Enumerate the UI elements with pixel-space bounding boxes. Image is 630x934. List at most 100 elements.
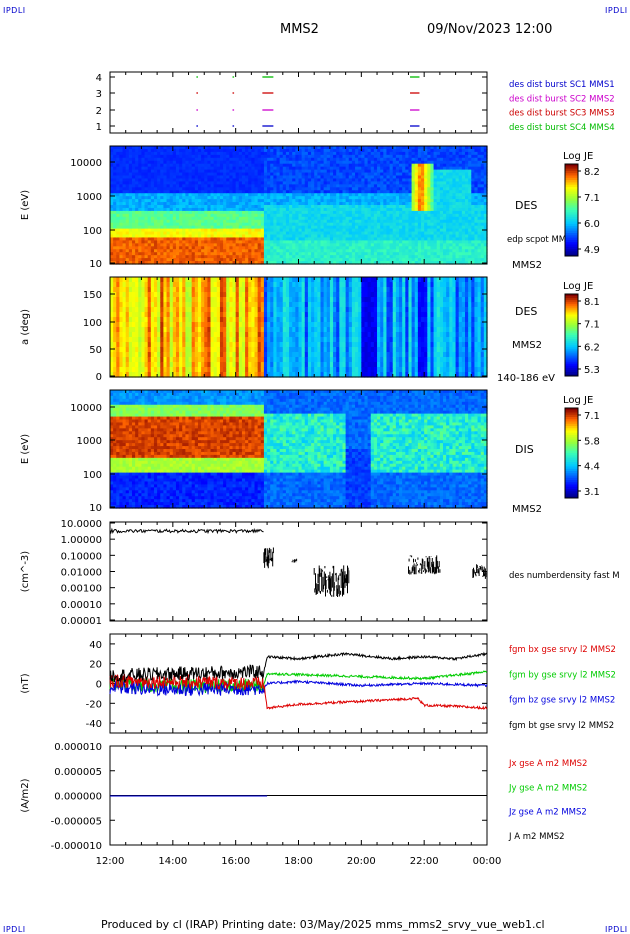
burst-legend-entry: des dist burst SC2 MMS2 xyxy=(509,94,615,104)
x-tick-label: 18:00 xyxy=(284,856,313,867)
density-y-tick-label: 10.0000 xyxy=(61,519,102,530)
burst-legend-entry: des dist burst SC4 MMS4 xyxy=(509,123,615,133)
des-energy-sc-label: MMS2 xyxy=(512,260,542,271)
des-pitch-y-axis-label: a (deg) xyxy=(20,309,31,345)
current-y-tick-label: -0.000010 xyxy=(51,841,102,852)
burst-y-tick-label: 2 xyxy=(96,106,102,117)
current-y-tick-label: 0.000000 xyxy=(54,792,102,803)
des-pitch-colorbar-frame xyxy=(564,293,579,377)
des-energy-y-tick-label: 10000 xyxy=(70,158,102,169)
page-title: MMS2 xyxy=(280,22,319,37)
dis-energy-colorbar-tick-label: 7.1 xyxy=(584,411,600,422)
des-pitch-side-note: MMS2 xyxy=(512,340,542,351)
density-y-tick-label: 0.00100 xyxy=(61,584,102,595)
current-legend-entry: Jx gse A m2 MMS2 xyxy=(508,759,587,769)
magnetic-field-legend-entry: fgm by gse srvy l2 MMS2 xyxy=(509,670,616,680)
des-pitch-cells xyxy=(110,277,488,378)
magnetic-field-y-tick-label: 40 xyxy=(89,640,102,651)
magnetic-field-legend-entry: fgm bt gse srvy l2 MMS2 xyxy=(509,721,614,731)
current-legend-entry: Jz gse A m2 MMS2 xyxy=(508,808,587,818)
x-tick-label: 00:00 xyxy=(473,856,502,867)
des-pitch-colorbar-tick-label: 8.1 xyxy=(584,297,600,308)
dis-energy-colorbar-tick-label: 3.1 xyxy=(584,487,600,498)
des-pitch-colorbar xyxy=(565,294,578,377)
magnetic-field-y-tick-label: -40 xyxy=(86,719,102,730)
magnetic-field-legend-entry: fgm bz gse srvy l2 MMS2 xyxy=(509,696,615,706)
des-energy-colorbar-frame xyxy=(564,163,579,257)
page-footer: Produced by cl (IRAP) Printing date: 03/… xyxy=(101,918,545,931)
density-burst xyxy=(472,564,488,579)
x-tick-label: 14:00 xyxy=(158,856,187,867)
des-energy-cells xyxy=(110,146,488,265)
density-burst xyxy=(408,555,441,575)
magnetic-field-y-tick-label: 0 xyxy=(96,680,102,691)
density-y-tick-label: 0.01000 xyxy=(61,568,102,579)
burst-y-tick-label: 4 xyxy=(96,73,102,84)
des-pitch-y-tick-label: 100 xyxy=(83,318,102,329)
dis-energy-colorbar-title: Log JE xyxy=(563,395,593,406)
dis-energy-sc-label: MMS2 xyxy=(512,504,542,515)
burst-y-tick-label: 3 xyxy=(96,89,102,100)
dis-energy-y-tick-label: 1000 xyxy=(77,436,102,447)
magnetic-field-legend-entry: fgm bx gse srvy l2 MMS2 xyxy=(509,645,616,655)
magnetic-field-line xyxy=(109,651,488,684)
density-y-axis-label: (cm^-3) xyxy=(20,551,31,592)
des-energy-colorbar-title: Log JE xyxy=(563,151,593,162)
density-y-tick-label: 0.00010 xyxy=(61,600,102,611)
des-pitch-y-tick-label: 0 xyxy=(96,372,102,383)
density-line xyxy=(109,527,264,535)
density-burst xyxy=(291,558,298,563)
dis-energy-y-tick-label: 100 xyxy=(83,470,102,481)
des-energy-colorbar-tick-label: 6.0 xyxy=(584,219,600,230)
burst-legend-entry: des dist burst SC1 MMS1 xyxy=(509,80,615,90)
corner-label-bottom-left: IPDLI xyxy=(3,925,26,934)
des-pitch-y-tick-label: 50 xyxy=(89,345,102,356)
des-pitch-colorbar-tick-label: 7.1 xyxy=(584,320,600,331)
corner-label-bottom-right: IPDLI xyxy=(605,925,628,934)
des-energy-side-note: edp scpot MMS2 xyxy=(507,235,577,245)
page-datetime: 09/Nov/2023 12:00 xyxy=(427,22,553,37)
current-y-tick-label: 0.000005 xyxy=(54,767,102,778)
current-y-axis-label: (A/m2) xyxy=(20,778,31,812)
corner-label-top-right: IPDLI xyxy=(605,6,628,15)
magnetic-field-y-tick-label: 20 xyxy=(89,660,102,671)
des-pitch-colorbar-title: Log JE xyxy=(563,281,593,292)
x-tick-label: 20:00 xyxy=(347,856,376,867)
des-pitch-y-tick-label: 150 xyxy=(83,290,102,301)
des-energy-colorbar-tick-label: 7.1 xyxy=(584,193,600,204)
dis-energy-colorbar-tick-label: 5.8 xyxy=(584,436,600,447)
des-pitch-colorbar-tick-label: 6.2 xyxy=(584,342,600,353)
current-y-tick-label: -0.000005 xyxy=(51,816,102,827)
current-y-tick-label: 0.000010 xyxy=(54,742,102,753)
des-energy-side-label: DES xyxy=(515,199,537,212)
burst-y-tick-label: 1 xyxy=(96,122,102,133)
des-energy-colorbar-tick-label: 8.2 xyxy=(584,167,600,178)
des-energy-y-tick-label: 100 xyxy=(83,226,102,237)
dis-energy-y-tick-label: 10000 xyxy=(70,403,102,414)
x-tick-label: 12:00 xyxy=(96,856,125,867)
density-y-tick-label: 0.00001 xyxy=(61,616,102,627)
current-legend-entry: Jy gse A m2 MMS2 xyxy=(508,783,587,793)
magnetic-field-line xyxy=(109,679,488,697)
des-energy-y-axis-label: E (eV) xyxy=(20,190,31,220)
burst-panel-frame xyxy=(109,71,488,134)
magnetic-field-y-axis-label: (nT) xyxy=(20,673,31,693)
density-y-tick-label: 0.10000 xyxy=(61,551,102,562)
dis-energy-cells xyxy=(110,390,488,509)
dis-energy-colorbar-tick-label: 4.4 xyxy=(584,462,600,473)
dis-energy-colorbar-frame xyxy=(564,407,579,499)
des-pitch-colorbar-tick-label: 5.3 xyxy=(584,365,600,376)
density-legend-entry: des numberdensity fast M xyxy=(509,571,620,581)
current-legend-entry: J A m2 MMS2 xyxy=(508,832,565,842)
des-energy-y-tick-label: 1000 xyxy=(77,192,102,203)
des-pitch-sc-label: 140-186 eV xyxy=(497,373,555,384)
des-energy-colorbar xyxy=(565,164,578,257)
density-burst xyxy=(313,565,350,597)
dis-energy-colorbar xyxy=(565,408,578,499)
dis-energy-side-label: DIS xyxy=(515,443,534,456)
des-energy-y-tick-label: 10 xyxy=(89,259,102,270)
corner-label-top-left: IPDLI xyxy=(3,6,26,15)
magnetic-field-line xyxy=(109,670,488,695)
x-tick-label: 22:00 xyxy=(410,856,439,867)
